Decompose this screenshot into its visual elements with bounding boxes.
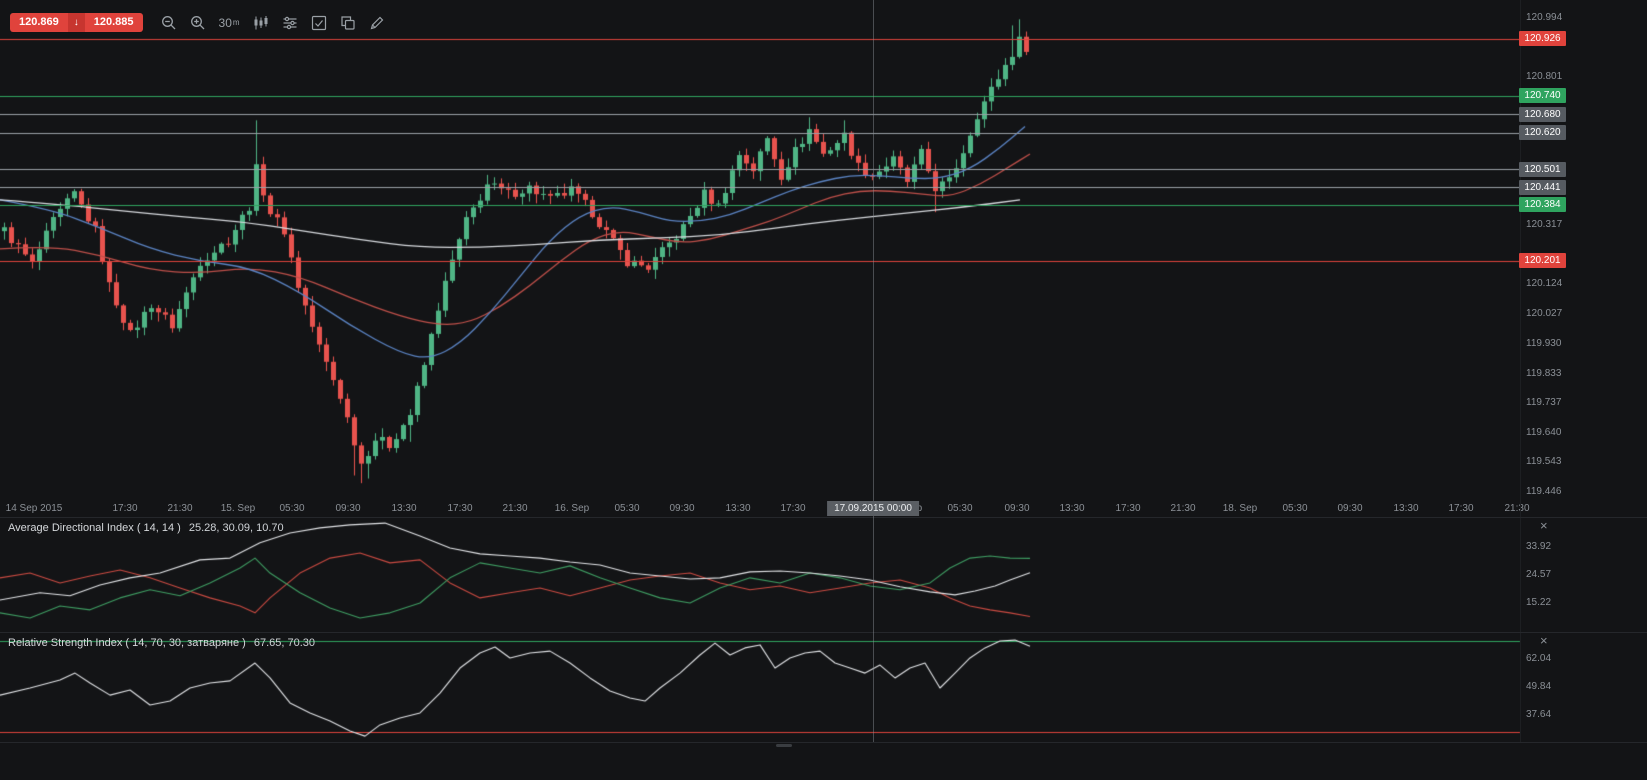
zoom-in-icon — [190, 15, 204, 29]
axis-divider — [1520, 0, 1521, 742]
time-axis-label: 09:30 — [1337, 503, 1363, 514]
time-axis-label: 14 Sep 2015 — [5, 503, 63, 514]
pencil-draw-icon — [370, 16, 383, 29]
price-axis-label: 120.994 — [1526, 12, 1563, 24]
price-line-tag[interactable]: 120.680 — [1519, 106, 1566, 122]
time-axis-label: 05:30 — [279, 503, 305, 514]
timeframe-button[interactable]: 30 m — [219, 16, 240, 30]
timeframe-value: 30 — [218, 15, 232, 30]
adx-panel-title: Average Directional Index ( 14, 14 ) — [8, 522, 181, 534]
time-axis-label: 05:30 — [614, 503, 640, 514]
time-axis-label: 17:30 — [447, 503, 473, 514]
time-axis-label: 13:30 — [391, 503, 417, 514]
candlestick-chart-icon — [254, 15, 268, 29]
time-axis-label: 17:30 — [1448, 503, 1474, 514]
adx-panel-values: 25.28, 30.09, 10.70 — [188, 522, 284, 534]
price-axis-label: 119.640 — [1526, 426, 1562, 438]
chart-toolbar: 120.869 ↓ 120.885 30 m — [10, 13, 385, 32]
price-line-tag[interactable]: 120.201 — [1519, 253, 1566, 269]
rsi-axis-label: 37.64 — [1526, 708, 1552, 720]
buy-price-button[interactable]: 120.885 — [84, 13, 143, 32]
time-axis-label: 15. Sep — [220, 503, 256, 514]
price-line-tag[interactable]: 120.384 — [1519, 197, 1566, 213]
zoom-out-icon — [161, 15, 175, 29]
price-axis-label: 119.446 — [1526, 486, 1562, 498]
price-line-tag[interactable]: 120.501 — [1519, 161, 1566, 177]
adx-axis-label: 24.57 — [1526, 568, 1552, 580]
price-axis-label: 119.543 — [1526, 456, 1562, 468]
price-line-tag[interactable]: 120.620 — [1519, 125, 1566, 141]
price-axis-label: 120.317 — [1526, 219, 1563, 231]
timeframe-unit: m — [232, 18, 240, 27]
price-line-tag[interactable]: 120.926 — [1519, 31, 1566, 47]
panel-divider[interactable] — [0, 632, 1647, 633]
price-line-tag[interactable]: 120.740 — [1519, 88, 1566, 104]
indicators-button[interactable] — [282, 15, 298, 31]
time-axis-label: 09:30 — [669, 503, 695, 514]
time-axis-label: 13:30 — [725, 503, 751, 514]
indicators-tune-icon — [283, 16, 297, 29]
copy-button[interactable] — [340, 15, 356, 31]
templates-button[interactable] — [311, 15, 327, 31]
panel-resize-handle[interactable] — [776, 744, 792, 747]
time-axis-label: 16. Sep — [554, 503, 590, 514]
rsi-panel-title: Relative Strength Index ( 14, 70, 30, за… — [8, 637, 246, 649]
price-axis-label: 119.737 — [1526, 396, 1562, 408]
toolbar-icons: 30 m — [161, 15, 385, 31]
rsi-axis-label: 62.04 — [1526, 653, 1552, 665]
time-axis-label: 13:30 — [1059, 503, 1085, 514]
time-axis-label: 09:30 — [335, 503, 361, 514]
adx-panel-header[interactable]: Average Directional Index ( 14, 14 ) 25.… — [8, 522, 284, 534]
chart-type-button[interactable] — [253, 15, 269, 31]
adx-close-button[interactable]: × — [1540, 518, 1548, 533]
time-axis-label: 18. Sep — [1222, 503, 1258, 514]
panel-divider[interactable] — [0, 742, 1647, 743]
time-axis-label: 05:30 — [947, 503, 973, 514]
quote-panel: 120.869 ↓ 120.885 — [10, 13, 143, 32]
price-line-tag[interactable]: 120.441 — [1519, 179, 1566, 195]
rsi-axis-label: 49.84 — [1526, 680, 1552, 692]
rsi-panel-header[interactable]: Relative Strength Index ( 14, 70, 30, за… — [8, 637, 315, 649]
time-axis-label: 21:30 — [502, 503, 528, 514]
chart-check-icon — [311, 15, 326, 30]
time-axis-label: 17:30 — [780, 503, 806, 514]
time-axis-label: 21:30 — [1170, 503, 1196, 514]
crosshair-vertical-line — [873, 0, 874, 742]
time-axis-label: 13:30 — [1393, 503, 1419, 514]
price-axis[interactable]: 120.994 120.801 120.317 120.124 120.027 119.9… — [1519, 0, 1647, 780]
price-direction-down-icon: ↓ — [67, 13, 85, 32]
zoom-out-button[interactable] — [161, 15, 177, 31]
time-axis-label: 05:30 — [1282, 503, 1308, 514]
time-axis-label: 17:30 — [112, 503, 138, 514]
copy-icon — [340, 15, 355, 30]
zoom-in-button[interactable] — [190, 15, 206, 31]
price-axis-label: 120.801 — [1526, 71, 1563, 83]
sell-price-button[interactable]: 120.869 — [10, 13, 68, 32]
rsi-panel-values: 67.65, 70.30 — [253, 637, 315, 649]
panel-divider[interactable] — [0, 517, 1647, 518]
price-axis-label: 119.833 — [1526, 367, 1562, 379]
price-axis-label: 120.124 — [1526, 278, 1563, 290]
time-axis[interactable]: 14 Sep 2015 17:30 21:30 15. Sep 05:30 09:30 13… — [0, 500, 1530, 517]
price-axis-label: 120.027 — [1526, 308, 1563, 320]
adx-axis-label: 33.92 — [1526, 540, 1552, 552]
draw-button[interactable] — [369, 15, 385, 31]
adx-axis-label: 15.22 — [1526, 596, 1552, 608]
time-axis-label: 21:30 — [167, 503, 193, 514]
time-axis-label: 21:30 — [1504, 503, 1530, 514]
time-axis-label: 17:30 — [1115, 503, 1141, 514]
rsi-close-button[interactable]: × — [1540, 633, 1548, 648]
price-axis-label: 119.930 — [1526, 337, 1562, 349]
time-axis-label: 09:30 — [1004, 503, 1030, 514]
crosshair-time-tag: 17.09.2015 00:00 — [827, 501, 919, 516]
